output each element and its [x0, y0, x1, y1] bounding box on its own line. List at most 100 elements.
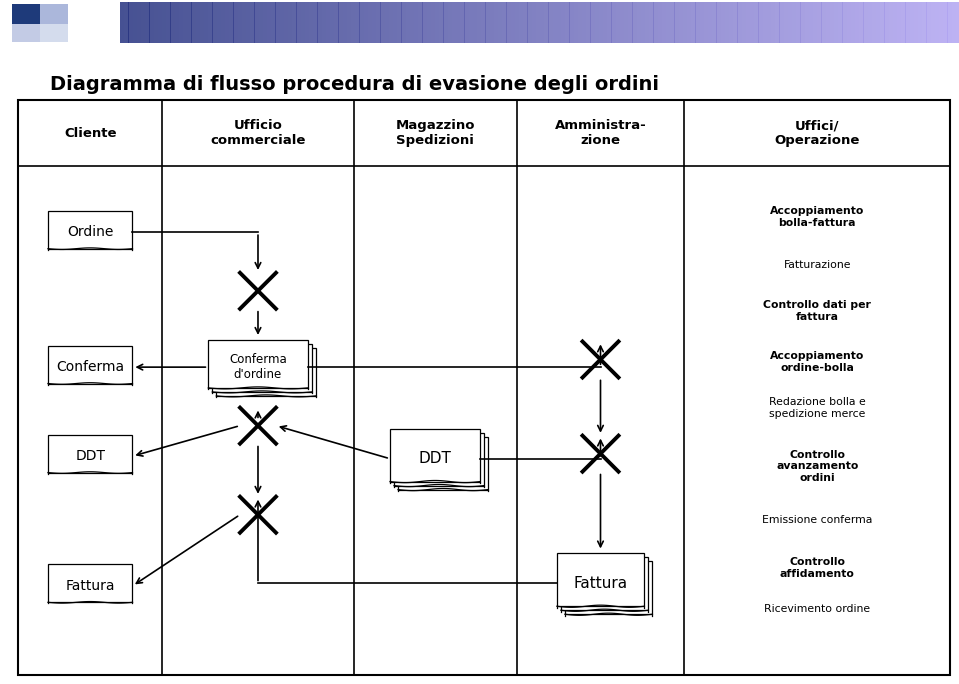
Text: DDT: DDT — [75, 449, 105, 463]
Bar — [889, 2, 893, 43]
Bar — [409, 2, 414, 43]
Bar — [334, 2, 339, 43]
Bar — [759, 2, 762, 43]
Bar — [565, 562, 652, 614]
Bar — [212, 2, 217, 43]
Bar — [822, 2, 826, 43]
Bar — [578, 2, 582, 43]
Bar — [658, 2, 662, 43]
Bar — [893, 2, 897, 43]
Bar — [208, 2, 213, 43]
Bar — [372, 2, 376, 43]
Bar — [208, 340, 308, 388]
Bar — [217, 2, 221, 43]
Bar — [552, 2, 557, 43]
Bar — [40, 4, 68, 24]
Bar — [326, 2, 330, 43]
Bar — [720, 2, 725, 43]
Bar — [729, 2, 734, 43]
Bar — [670, 2, 674, 43]
Bar — [930, 2, 935, 43]
Text: Uffici/
Operazione: Uffici/ Operazione — [775, 119, 860, 147]
Bar — [767, 2, 771, 43]
Bar — [762, 2, 767, 43]
Bar — [263, 2, 268, 43]
Bar — [632, 2, 637, 43]
Bar — [317, 2, 321, 43]
Bar — [402, 2, 406, 43]
Bar — [868, 2, 872, 43]
Bar — [951, 2, 956, 43]
Bar — [515, 2, 519, 43]
Bar — [196, 2, 199, 43]
Bar — [872, 2, 877, 43]
Bar — [519, 2, 524, 43]
Bar — [926, 2, 930, 43]
Bar — [939, 2, 944, 43]
Bar — [503, 2, 506, 43]
Bar — [859, 2, 863, 43]
Bar — [876, 2, 880, 43]
Bar — [801, 2, 805, 43]
Bar — [704, 2, 708, 43]
Bar — [431, 2, 435, 43]
Bar — [292, 2, 296, 43]
Bar — [510, 2, 515, 43]
Bar — [393, 2, 397, 43]
Bar — [125, 2, 129, 43]
Bar — [175, 2, 179, 43]
Bar — [573, 2, 578, 43]
Bar — [897, 2, 901, 43]
Bar — [137, 2, 141, 43]
Bar — [199, 2, 204, 43]
Bar — [490, 2, 494, 43]
Bar — [750, 2, 755, 43]
Bar — [649, 2, 653, 43]
Bar — [834, 2, 838, 43]
Bar — [192, 2, 196, 43]
Bar — [469, 2, 473, 43]
Bar — [679, 2, 683, 43]
Bar — [607, 2, 612, 43]
Bar — [452, 2, 456, 43]
Bar — [305, 2, 309, 43]
Bar — [477, 2, 481, 43]
Bar — [48, 345, 132, 384]
Text: Emissione conferma: Emissione conferma — [762, 515, 873, 525]
Bar — [217, 348, 316, 396]
Bar — [259, 2, 263, 43]
Bar — [737, 2, 741, 43]
Text: Ufficio
commerciale: Ufficio commerciale — [210, 119, 306, 147]
Bar — [901, 2, 905, 43]
Bar — [700, 2, 704, 43]
Bar — [524, 2, 527, 43]
Bar — [557, 553, 644, 606]
Bar — [784, 2, 788, 43]
Bar — [314, 2, 317, 43]
Bar — [448, 2, 452, 43]
Bar — [397, 2, 402, 43]
Bar — [129, 2, 132, 43]
Bar — [603, 2, 607, 43]
Bar — [561, 2, 565, 43]
Bar — [233, 2, 238, 43]
Bar — [385, 2, 389, 43]
Bar — [565, 2, 570, 43]
Text: Ricevimento ordine: Ricevimento ordine — [764, 604, 870, 614]
Bar — [162, 2, 166, 43]
Bar — [342, 2, 347, 43]
Bar — [808, 2, 813, 43]
Bar — [271, 2, 275, 43]
Bar — [120, 2, 125, 43]
Bar — [775, 2, 780, 43]
Bar — [905, 2, 910, 43]
Bar — [746, 2, 750, 43]
Bar — [687, 2, 691, 43]
Bar — [662, 2, 667, 43]
Bar — [540, 2, 545, 43]
Bar — [620, 2, 624, 43]
Bar — [280, 2, 284, 43]
Text: Fattura: Fattura — [65, 579, 115, 593]
Bar — [485, 2, 490, 43]
Text: Magazzino
Spedizioni: Magazzino Spedizioni — [395, 119, 475, 147]
